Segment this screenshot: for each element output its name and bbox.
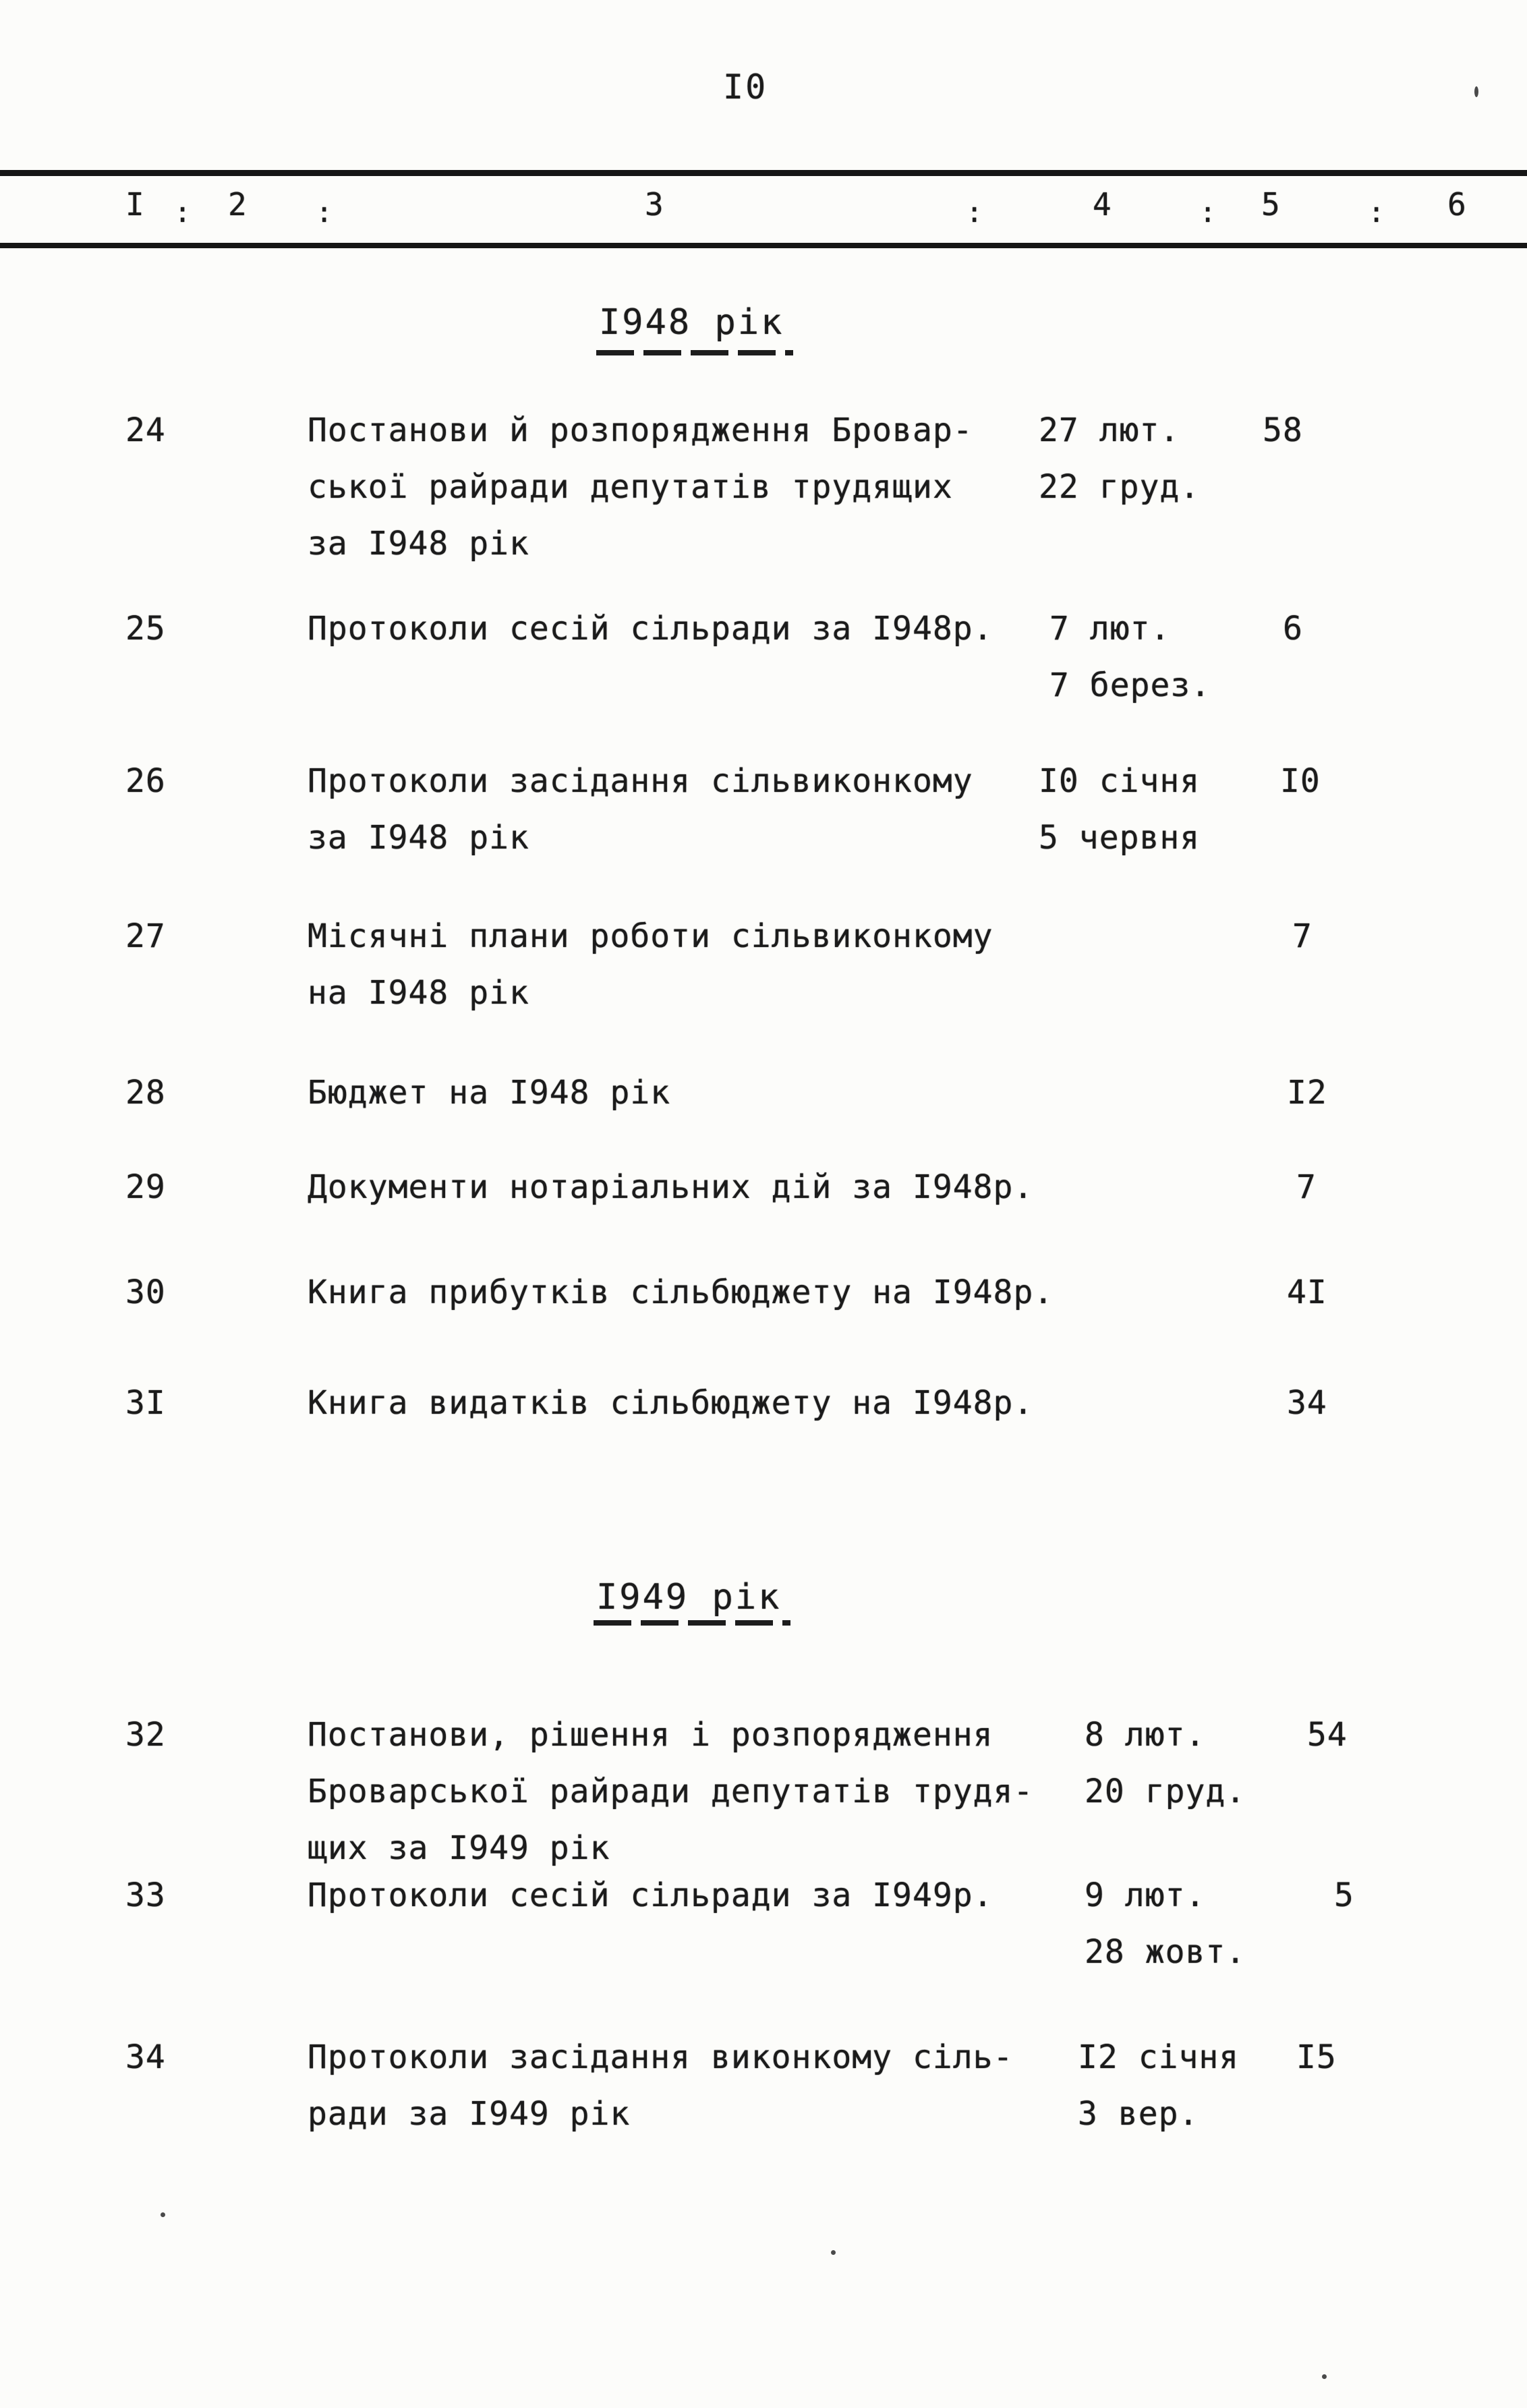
- title-line: Документи нотаріальних дій за I948р.: [308, 1168, 1034, 1206]
- row-number-cell: 24: [125, 411, 166, 449]
- date-line: 22 груд.: [1039, 468, 1201, 506]
- row-sheets-cell: 4I: [1287, 1273, 1327, 1311]
- title-line: Протоколи засідання сільвиконкому: [308, 762, 973, 800]
- row-sheets-cell: I5: [1296, 2038, 1337, 2076]
- title-line: Постанови й розпорядження Бровар-: [308, 411, 973, 449]
- row-sheets-cell: 34: [1287, 1384, 1327, 1422]
- date-line: I0 січня: [1039, 762, 1201, 800]
- row-title-cell: Протоколи засідання сільвиконкому за I94…: [308, 753, 973, 866]
- table-rule-top: [0, 170, 1527, 176]
- row-number-cell: 32: [125, 1716, 166, 1754]
- scan-speck: [1322, 2374, 1327, 2379]
- date-line: 28 жовт.: [1085, 1933, 1246, 1971]
- title-line: Книга видатків сільбюджету на I948р.: [308, 1384, 1034, 1422]
- scan-speck: [161, 2212, 165, 2217]
- title-line: на I948 рік: [308, 974, 529, 1012]
- row-dates-cell: I2 січня 3 вер.: [1078, 2029, 1239, 2142]
- row-title-cell: Постанови й розпорядження Бровар- ської …: [308, 402, 973, 572]
- scan-speck: [831, 2250, 836, 2255]
- column-separator: :: [966, 196, 983, 229]
- row-dates-cell: I0 січня 5 червня: [1039, 753, 1200, 866]
- row-number-cell: 26: [125, 762, 166, 800]
- column-separator: :: [1199, 196, 1217, 229]
- row-dates-cell: 9 лют. 28 жовт.: [1085, 1867, 1246, 1980]
- table-rule-bottom: [0, 243, 1527, 248]
- column-header-5: 5: [1261, 186, 1280, 223]
- column-header-1: I: [125, 186, 144, 223]
- row-title-cell: Протоколи сесій сільради за I948р.: [308, 600, 993, 657]
- title-line: Постанови, рішення і розпорядження: [308, 1716, 993, 1754]
- date-line: 9 лют.: [1085, 1876, 1206, 1914]
- section-underline-1948: [596, 350, 793, 355]
- title-line: ради за I949 рік: [308, 2095, 631, 2133]
- row-number-cell: 27: [125, 917, 166, 955]
- row-title-cell: Місячні плани роботи сільвиконкому на I9…: [308, 908, 993, 1021]
- row-title-cell: Книга прибутків сільбюджету на I948р.: [308, 1264, 1054, 1321]
- section-heading-1948: I948 рік: [599, 302, 784, 343]
- row-title-cell: Книга видатків сільбюджету на I948р.: [308, 1375, 1033, 1431]
- row-sheets-cell: 54: [1307, 1716, 1348, 1754]
- section-underline-1949: [594, 1620, 790, 1626]
- column-header-4: 4: [1093, 186, 1112, 223]
- page-number: I0: [723, 67, 768, 107]
- title-line: за I948 рік: [308, 819, 529, 857]
- row-dates-cell: 27 лют. 22 груд.: [1039, 402, 1200, 515]
- row-sheets-cell: I2: [1287, 1074, 1327, 1112]
- row-dates-cell: 8 лют. 20 груд.: [1085, 1707, 1246, 1820]
- date-line: I2 січня: [1078, 2038, 1240, 2076]
- column-separator: :: [1368, 196, 1385, 229]
- date-line: 7 лют.: [1049, 610, 1171, 648]
- title-line: Книга прибутків сільбюджету на I948р.: [308, 1273, 1054, 1311]
- title-line: ської райради депутатів трудящих: [308, 468, 953, 506]
- row-title-cell: Постанови, рішення і розпорядження Брова…: [308, 1707, 1033, 1876]
- date-line: 7 берез.: [1049, 666, 1211, 704]
- title-line: Протоколи сесій сільради за I948р.: [308, 610, 993, 648]
- row-dates-cell: 7 лют. 7 берез.: [1049, 600, 1211, 714]
- title-line: щих за I949 рік: [308, 1829, 610, 1867]
- date-line: 3 вер.: [1078, 2095, 1199, 2133]
- column-header-6: 6: [1447, 186, 1466, 223]
- scan-speck: [1474, 86, 1478, 97]
- row-sheets-cell: 5: [1334, 1876, 1354, 1914]
- title-line: Протоколи засідання виконкому сіль-: [308, 2038, 1014, 2076]
- row-number-cell: 34: [125, 2038, 166, 2076]
- row-number-cell: 30: [125, 1273, 166, 1311]
- row-sheets-cell: 58: [1263, 411, 1303, 449]
- date-line: 20 груд.: [1085, 1773, 1246, 1810]
- column-separator: :: [316, 196, 333, 229]
- title-line: Бюджет на I948 рік: [308, 1074, 671, 1112]
- date-line: 5 червня: [1039, 819, 1201, 857]
- column-header-3: 3: [645, 186, 664, 223]
- date-line: 8 лют.: [1085, 1716, 1206, 1754]
- row-number-cell: 25: [125, 610, 166, 648]
- row-sheets-cell: 7: [1292, 917, 1313, 955]
- title-line: Місячні плани роботи сільвиконкому: [308, 917, 993, 955]
- row-number-cell: 3I: [125, 1384, 166, 1422]
- row-number-cell: 29: [125, 1168, 166, 1206]
- column-separator: :: [174, 196, 192, 229]
- date-line: 27 лют.: [1039, 411, 1180, 449]
- row-sheets-cell: 7: [1296, 1168, 1317, 1206]
- column-header-2: 2: [228, 186, 247, 223]
- row-title-cell: Бюджет на I948 рік: [308, 1064, 670, 1121]
- row-sheets-cell: 6: [1283, 610, 1303, 648]
- row-title-cell: Документи нотаріальних дій за I948р.: [308, 1159, 1033, 1215]
- row-sheets-cell: I0: [1280, 762, 1321, 800]
- title-line: Протоколи сесій сільради за I949р.: [308, 1876, 993, 1914]
- row-title-cell: Протоколи засідання виконкому сіль- ради…: [308, 2029, 1013, 2142]
- title-line: за I948 рік: [308, 525, 529, 563]
- row-number-cell: 33: [125, 1876, 166, 1914]
- title-line: Броварської райради депутатів трудя-: [308, 1773, 1034, 1810]
- section-heading-1949: I949 рік: [596, 1577, 782, 1617]
- row-title-cell: Протоколи сесій сільради за I949р.: [308, 1867, 993, 1924]
- row-number-cell: 28: [125, 1074, 166, 1112]
